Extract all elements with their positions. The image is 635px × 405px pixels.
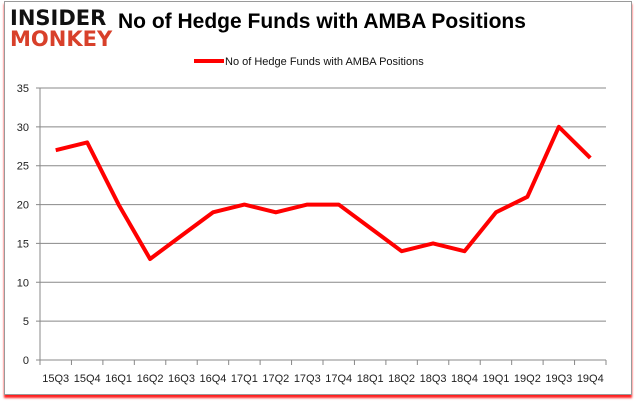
series-line [55,124,592,261]
x-tick-label: 18Q1 [357,373,384,385]
y-tick-label: 15 [17,238,29,250]
x-tick-label: 16Q2 [137,373,164,385]
x-tick-label: 17Q3 [294,373,321,385]
x-tick-label: 18Q3 [420,373,447,385]
chart-title: No of Hedge Funds with AMBA Positions [118,10,526,33]
x-tick-label: 19Q4 [577,373,604,385]
x-tick-label: 19Q3 [545,373,572,385]
y-tick-label: 0 [23,355,29,367]
y-tick-label: 30 [17,122,29,134]
x-tick-label: 15Q3 [42,373,69,385]
x-tick-label: 18Q2 [388,373,415,385]
legend-label: No of Hedge Funds with AMBA Positions [225,56,424,68]
x-tick-label: 16Q3 [168,373,195,385]
y-tick-label: 5 [23,316,29,328]
x-tick-label: 18Q4 [451,373,478,385]
x-tick-label: 17Q4 [325,373,352,385]
y-tick-label: 20 [17,200,29,212]
y-tick-label: 35 [17,83,29,95]
x-tick-label: 19Q1 [482,373,509,385]
y-tick-label: 25 [17,161,29,173]
x-tick-label: 19Q2 [514,373,541,385]
x-tick-label: 15Q4 [74,373,101,385]
x-tick-label: 16Q4 [199,373,226,385]
x-tick-label: 16Q1 [105,373,132,385]
x-tick-label: 17Q2 [262,373,289,385]
logo-line1: INSIDER [10,6,107,30]
y-tick-label: 10 [17,277,29,289]
logo-line2: MONKEY [10,27,113,51]
x-tick-label: 17Q1 [231,373,258,385]
insider-monkey-logo: INSIDER MONKEY [10,8,116,52]
